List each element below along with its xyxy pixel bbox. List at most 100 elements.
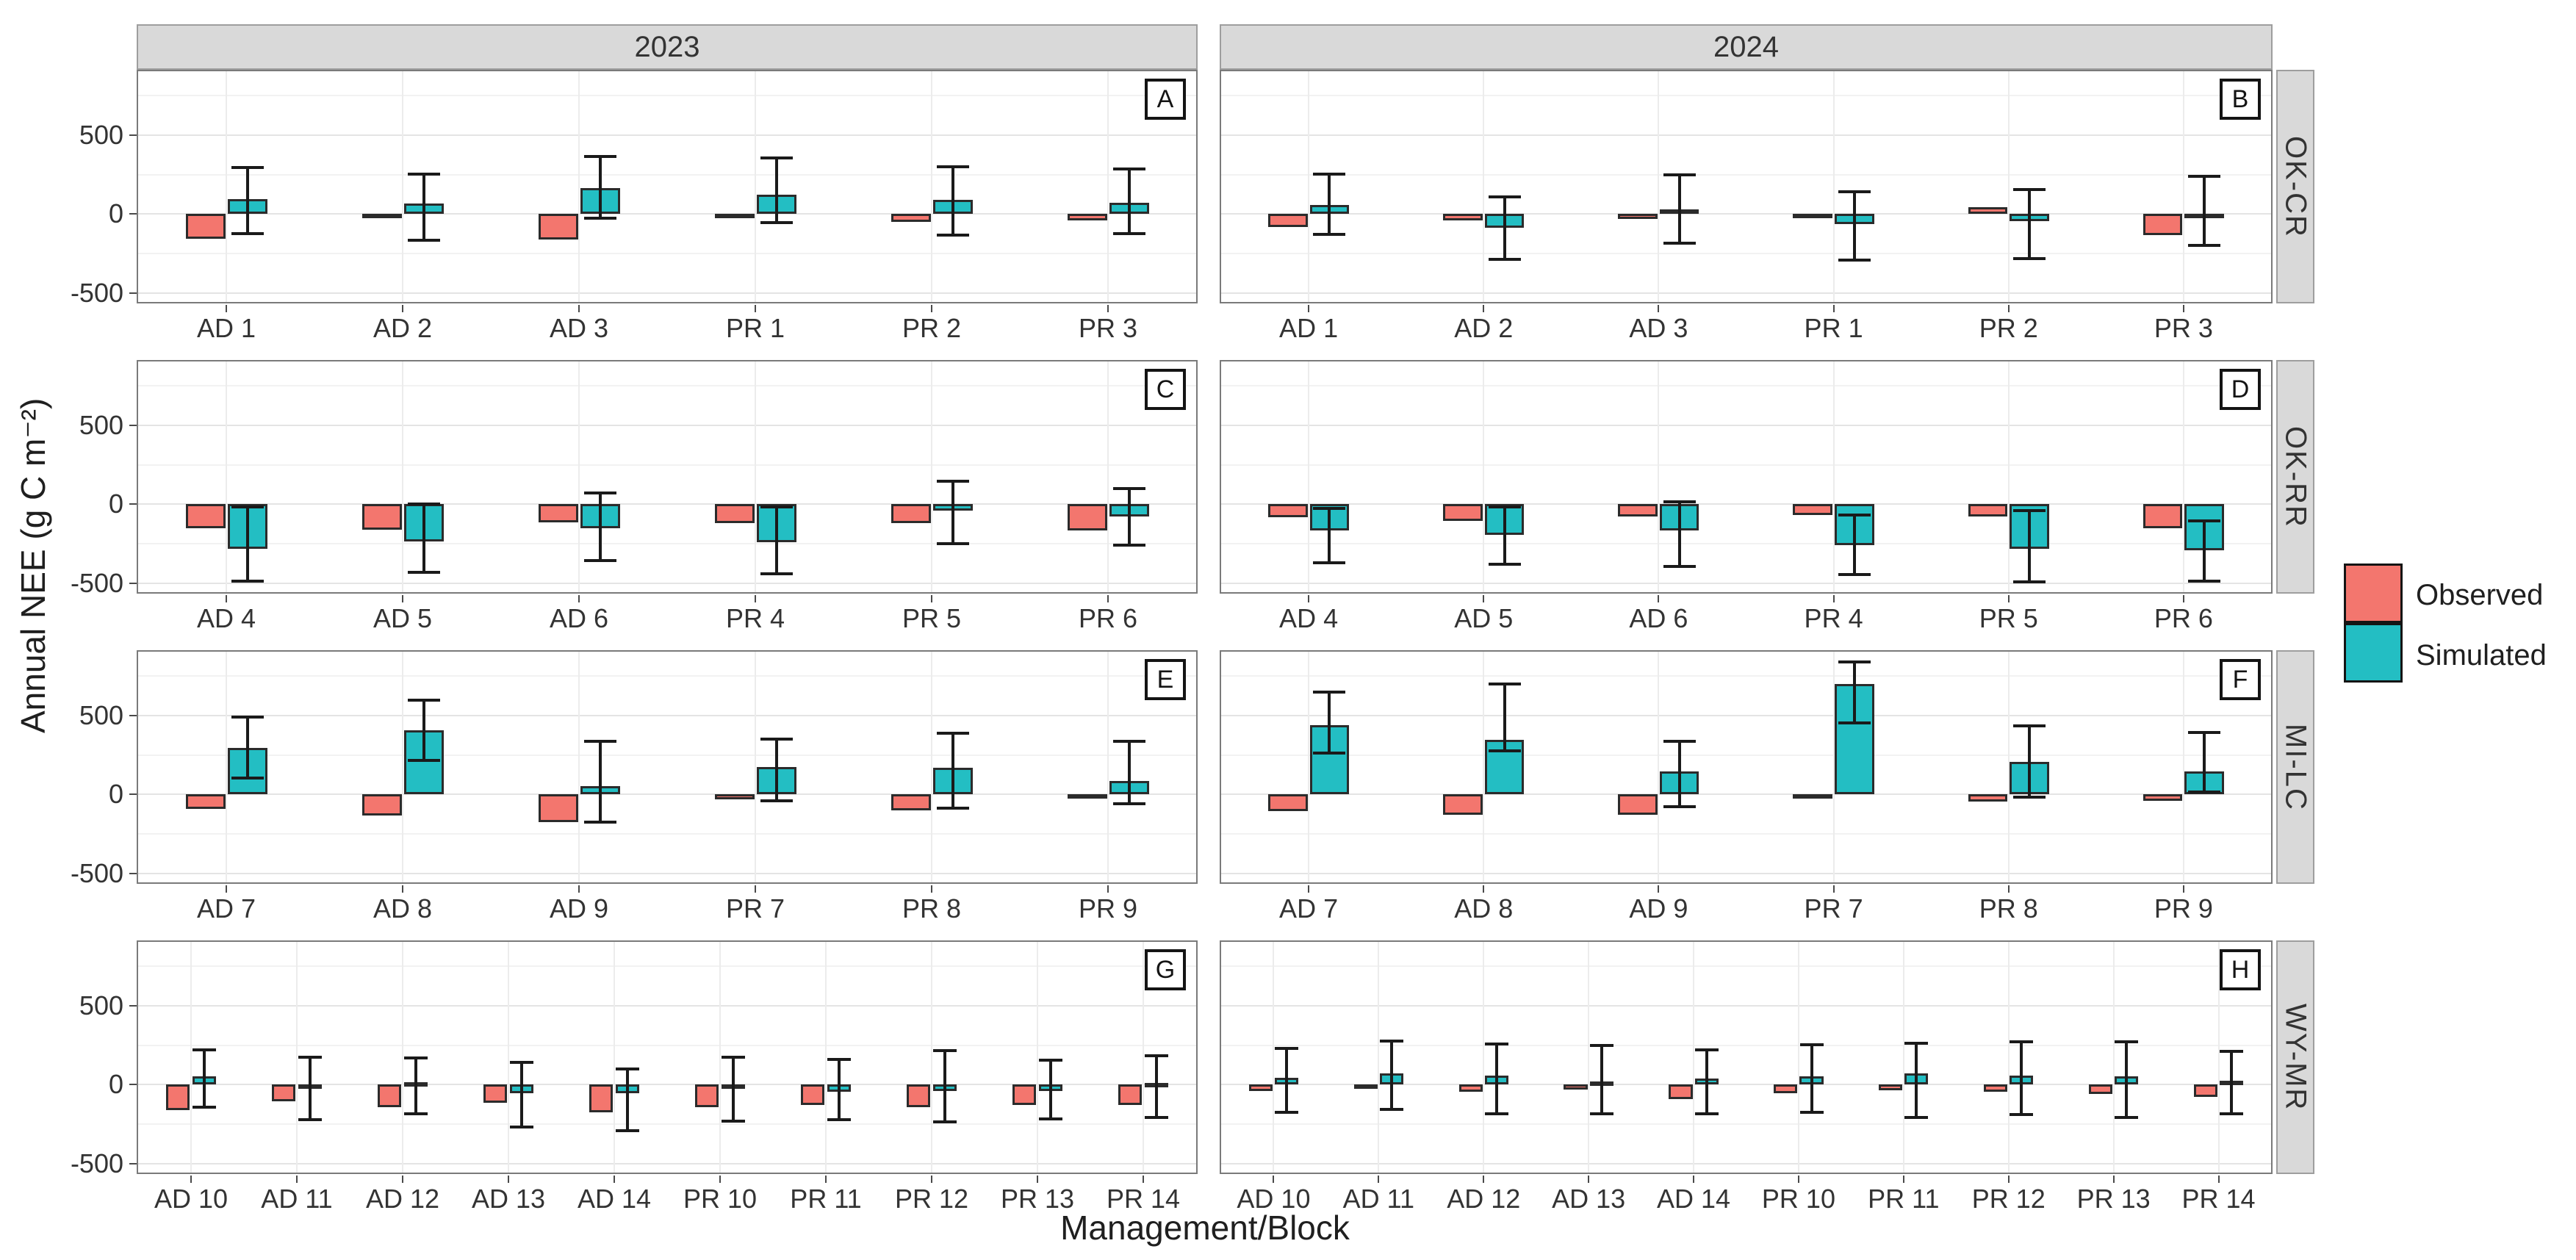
observed-bar <box>2143 794 2183 802</box>
error-bar-line <box>943 1051 946 1122</box>
minor-gridline <box>1221 173 2271 176</box>
x-axis-tick <box>402 885 403 893</box>
facet-row-header-MI-LC: MI-LC <box>2276 650 2314 884</box>
x-tick-label: AD 7 <box>1279 893 1339 924</box>
observed-bar <box>907 1084 931 1107</box>
error-bar-line <box>202 1050 206 1107</box>
error-bar-line <box>245 506 249 581</box>
major-gridline <box>1221 1162 2271 1164</box>
x-axis-tick <box>1483 1176 1485 1183</box>
y-axis-tick <box>129 872 137 874</box>
x-tick-label: AD 4 <box>1279 603 1339 633</box>
observed-bar <box>1793 504 1833 516</box>
error-bar-cap-bottom <box>403 1112 428 1116</box>
vertical-gridline <box>578 652 580 882</box>
observed-bar <box>272 1084 296 1101</box>
error-bar-line <box>1677 741 1681 807</box>
observed-bar <box>714 214 755 219</box>
minor-gridline <box>138 385 1196 387</box>
error-bar-cap-top <box>2188 730 2221 734</box>
y-axis-tick <box>129 1084 137 1086</box>
minor-gridline <box>138 253 1196 255</box>
facet-column-header-2023: 2023 <box>137 24 1198 70</box>
vertical-gridline <box>226 652 227 882</box>
x-tick-label: AD 1 <box>1279 313 1339 343</box>
error-bar-cap-bottom <box>1379 1107 1403 1111</box>
error-bar-cap-bottom <box>298 1117 322 1121</box>
error-bar-line <box>1127 488 1131 546</box>
error-bar-line <box>1852 515 1856 575</box>
x-tick-label: AD 6 <box>549 603 609 633</box>
x-tick-label: AD 6 <box>1629 603 1688 633</box>
observed-bar <box>361 214 402 219</box>
major-gridline <box>1221 292 2271 294</box>
error-bar-line <box>1810 1044 1813 1113</box>
legend-label-observed: Observed <box>2416 579 2544 611</box>
error-bar-line <box>598 156 602 218</box>
vertical-gridline <box>226 71 227 302</box>
error-bar-line <box>598 741 602 823</box>
observed-bar <box>801 1084 825 1106</box>
x-axis-tick <box>1107 595 1109 602</box>
minor-gridline <box>138 1044 1196 1046</box>
error-bar-line <box>245 168 249 234</box>
error-bar-cap-bottom <box>2013 580 2046 583</box>
error-bar-cap-bottom <box>407 238 440 242</box>
observed-bar <box>1774 1084 1798 1094</box>
minor-gridline <box>138 675 1196 677</box>
error-bar-cap-top <box>1838 660 1871 663</box>
y-tick-label: -500 <box>70 1148 123 1178</box>
error-bar-cap-bottom <box>2220 1112 2244 1116</box>
error-bar-cap-bottom <box>1038 1117 1062 1120</box>
error-bar-cap-bottom <box>192 1105 216 1109</box>
observed-bar <box>2143 214 2183 236</box>
vertical-gridline <box>1693 942 1695 1173</box>
x-axis-tick <box>755 305 756 312</box>
error-bar-cap-bottom <box>2188 579 2221 583</box>
error-bar-cap-top <box>192 1048 216 1052</box>
x-axis-tick <box>719 1176 721 1183</box>
error-bar-cap-bottom <box>231 776 264 780</box>
minor-gridline <box>138 1123 1196 1126</box>
error-bar-cap-bottom <box>1488 749 1521 753</box>
observed-bar <box>1793 794 1833 799</box>
vertical-gridline <box>1902 942 1904 1173</box>
error-bar-cap-bottom <box>2188 791 2221 794</box>
x-tick-label: PR 12 <box>1971 1184 2046 1214</box>
minor-gridline <box>138 965 1196 968</box>
observed-bar <box>185 214 226 239</box>
vertical-gridline <box>1588 942 1590 1173</box>
error-bar-cap-bottom <box>1663 242 1696 245</box>
error-bar-cap-bottom <box>1112 802 1145 806</box>
x-tick-label: PR 9 <box>1078 893 1138 924</box>
error-bar-line <box>1494 1043 1498 1115</box>
error-bar-cap-top <box>407 172 440 176</box>
minor-gridline <box>138 95 1196 97</box>
vertical-gridline <box>755 71 756 302</box>
error-bar-cap-top <box>403 1056 428 1059</box>
x-axis-tick <box>1483 885 1485 893</box>
error-bar-cap-bottom <box>1313 561 1346 564</box>
vertical-gridline <box>931 942 932 1173</box>
error-bar-line <box>774 158 778 223</box>
x-axis-tick <box>1693 1176 1695 1183</box>
y-axis-tick <box>129 425 137 427</box>
x-axis-tick <box>226 595 227 602</box>
error-bar-cap-top <box>2220 1050 2244 1054</box>
y-tick-label: 0 <box>108 779 123 810</box>
observed-bar <box>1067 794 1107 799</box>
x-tick-label: PR 1 <box>1804 313 1863 343</box>
error-bar-cap-top <box>509 1061 533 1065</box>
x-axis-tick <box>578 885 580 893</box>
vertical-gridline <box>1107 652 1109 882</box>
error-bar-line <box>774 506 778 574</box>
x-axis-tick <box>190 1176 192 1183</box>
y-tick-label: 0 <box>108 489 123 519</box>
panel-H: AD 10 AD 11 AD 12 AD 13 AD 14 PR 10 PR 11 PR 12… <box>1220 940 2273 1212</box>
error-bar-cap-top <box>615 1067 639 1070</box>
error-bar-line <box>625 1068 629 1131</box>
minor-gridline <box>1221 464 2271 466</box>
observed-bar <box>1067 504 1107 530</box>
minor-gridline <box>1221 1123 2271 1126</box>
error-bar-line <box>2020 1042 2023 1115</box>
